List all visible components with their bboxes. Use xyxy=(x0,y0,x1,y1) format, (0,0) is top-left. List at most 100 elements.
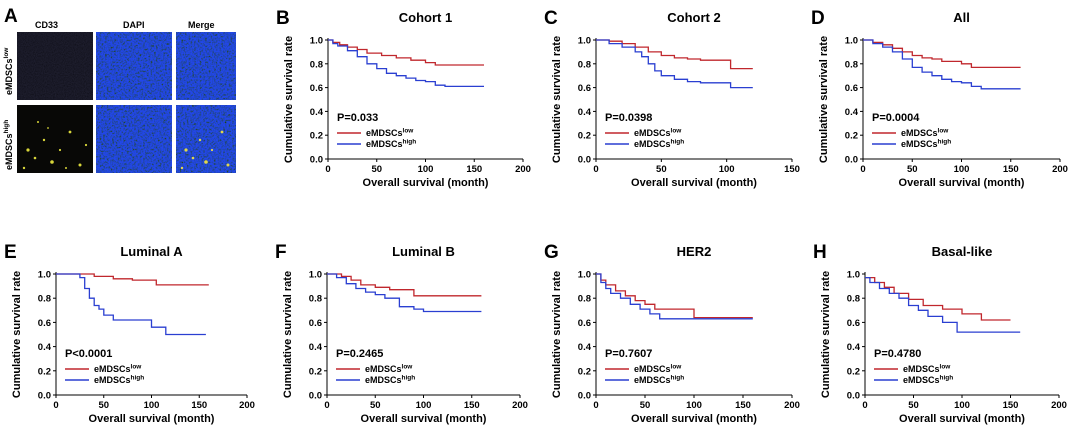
chart-title-g: HER2 xyxy=(677,244,712,259)
x-tick-label: 100 xyxy=(719,164,735,175)
x-axis-label-e: Overall survival (month) xyxy=(89,413,215,425)
survival-curve-low-g xyxy=(596,273,753,319)
column-label-cd33: CD33 xyxy=(35,20,58,30)
survival-curve-high-c xyxy=(596,39,753,89)
image-dapi-low xyxy=(96,32,172,100)
survival-curve-low-h xyxy=(865,276,1011,321)
row-label-low: eMDSCslow xyxy=(3,47,14,95)
x-tick-label: 100 xyxy=(954,164,970,175)
x-axis-label-d: Overall survival (month) xyxy=(899,177,1025,189)
x-tick-label: 150 xyxy=(191,400,207,411)
panel-f-label: F xyxy=(275,242,287,263)
survival-curve-high-g xyxy=(596,273,753,320)
y-axis-label-h: Cumulative survival rate xyxy=(820,271,832,398)
survival-curve-low-f xyxy=(327,273,482,297)
merge-positive-cells xyxy=(180,130,230,170)
chart-title-c: Cohort 2 xyxy=(667,10,720,25)
x-tick-label: 0 xyxy=(53,400,58,411)
survival-curve-low-d xyxy=(863,39,1021,69)
y-tick-label: 1.0 xyxy=(38,270,51,281)
x-axis-label-b: Overall survival (month) xyxy=(363,177,489,189)
image-cd33-high xyxy=(17,105,93,173)
x-tick-label: 0 xyxy=(862,400,867,411)
x-tick-label: 150 xyxy=(1003,400,1019,411)
row-label-high: eMDSCshigh xyxy=(3,120,14,170)
legend-label-high-b: eMDSCshigh xyxy=(366,139,416,150)
x-tick-label: 150 xyxy=(1003,164,1019,175)
panel-g-label: G xyxy=(544,242,559,263)
y-tick-label: 0.8 xyxy=(309,294,322,305)
survival-curve-high-b xyxy=(328,39,484,88)
image-dapi-high xyxy=(96,105,172,173)
x-tick-label: 50 xyxy=(370,400,381,411)
survival-charts: B Cohort 1 0.0 0.2 0.4 0.6 0.8 1.0 0 50 100 150 200 O… xyxy=(4,8,1068,425)
chart-title-f: Luminal B xyxy=(392,244,455,259)
p-value-f: P=0.2465 xyxy=(336,348,383,360)
y-tick-label: 0.4 xyxy=(845,107,859,118)
x-tick-label: 100 xyxy=(144,400,160,411)
y-tick-label: 1.0 xyxy=(845,36,858,47)
p-value-h: P=0.4780 xyxy=(874,348,921,360)
y-axis-label-d: Cumulative survival rate xyxy=(818,36,830,163)
y-tick-label: 0.2 xyxy=(38,366,51,377)
x-tick-label: 50 xyxy=(908,400,919,411)
panel-b: B Cohort 1 0.0 0.2 0.4 0.6 0.8 1.0 0 50 100 150 200 O… xyxy=(276,8,531,189)
y-tick-label: 0.4 xyxy=(38,342,52,353)
x-tick-label: 200 xyxy=(1051,400,1067,411)
y-tick-label: 0.4 xyxy=(847,342,861,353)
p-value-c: P=0.0398 xyxy=(605,112,652,124)
x-tick-label: 0 xyxy=(593,164,598,175)
y-tick-label: 0.0 xyxy=(309,391,322,402)
y-tick-label: 0.4 xyxy=(578,342,592,353)
x-tick-label: 150 xyxy=(466,164,482,175)
legend-label-low-c: eMDSCslow xyxy=(634,128,682,139)
panel-d-label: D xyxy=(811,8,825,29)
p-value-b: P=0.033 xyxy=(337,112,378,124)
panel-e-label: E xyxy=(4,242,17,263)
survival-curve-low-c xyxy=(596,39,753,70)
y-tick-label: 0.6 xyxy=(847,318,860,329)
y-tick-label: 0.0 xyxy=(38,391,51,402)
x-tick-label: 100 xyxy=(416,400,432,411)
x-tick-label: 0 xyxy=(860,164,865,175)
x-axis-label-f: Overall survival (month) xyxy=(361,413,487,425)
x-tick-label: 150 xyxy=(784,164,800,175)
x-tick-label: 100 xyxy=(686,400,702,411)
y-tick-label: 1.0 xyxy=(309,270,322,281)
x-tick-label: 200 xyxy=(512,400,528,411)
column-label-dapi: DAPI xyxy=(123,20,145,30)
x-tick-label: 0 xyxy=(325,164,330,175)
y-tick-label: 0.0 xyxy=(310,155,323,166)
y-tick-label: 1.0 xyxy=(310,36,323,47)
y-tick-label: 0.8 xyxy=(578,294,591,305)
y-tick-label: 0.2 xyxy=(845,131,858,142)
image-cd33-low-texture xyxy=(17,32,93,100)
panel-a-label: A xyxy=(4,6,18,27)
x-tick-label: 100 xyxy=(418,164,434,175)
y-tick-label: 0.4 xyxy=(309,342,323,353)
x-tick-label: 150 xyxy=(735,400,751,411)
y-tick-label: 0.8 xyxy=(310,59,323,70)
y-axis-label-g: Cumulative survival rate xyxy=(551,271,563,398)
panel-a-microscopy: A CD33 DAPI Merge eMDSCslow eMDSCshigh xyxy=(3,6,236,173)
x-axis-label-h: Overall survival (month) xyxy=(899,413,1025,425)
panel-f: F Luminal B 0.0 0.2 0.4 0.6 0.8 1.0 0 50 100 150 200… xyxy=(275,242,528,425)
x-tick-label: 0 xyxy=(593,400,598,411)
y-tick-label: 1.0 xyxy=(578,270,591,281)
y-tick-label: 0.0 xyxy=(578,155,591,166)
survival-curve-low-e xyxy=(56,273,209,286)
legend-label-high-d: eMDSCshigh xyxy=(901,139,951,150)
legend-label-high-e: eMDSCshigh xyxy=(94,375,144,386)
chart-title-e: Luminal A xyxy=(120,244,183,259)
y-tick-label: 0.8 xyxy=(845,59,858,70)
y-tick-label: 0.6 xyxy=(310,83,323,94)
p-value-d: P=0.0004 xyxy=(872,112,920,124)
x-tick-label: 50 xyxy=(640,400,651,411)
chart-title-h: Basal-like xyxy=(932,244,993,259)
column-label-merge: Merge xyxy=(188,20,215,30)
y-tick-label: 0.0 xyxy=(578,391,591,402)
chart-title-b: Cohort 1 xyxy=(399,10,452,25)
y-tick-label: 0.2 xyxy=(309,366,322,377)
y-tick-label: 0.0 xyxy=(847,391,860,402)
panel-g: G HER2 0.0 0.2 0.4 0.6 0.8 1.0 0 50 100 150 200 Overa… xyxy=(544,242,800,425)
